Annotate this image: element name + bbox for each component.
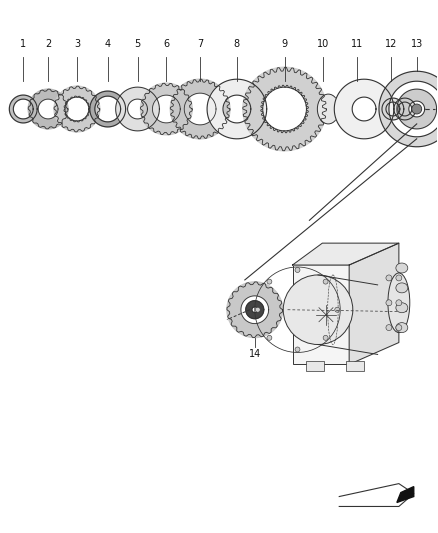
Circle shape (396, 325, 402, 330)
Circle shape (386, 325, 392, 330)
Circle shape (255, 307, 260, 312)
Ellipse shape (396, 303, 408, 313)
Circle shape (386, 275, 392, 281)
Ellipse shape (318, 94, 339, 124)
Bar (346, 361, 364, 372)
Text: 6: 6 (163, 39, 170, 50)
Polygon shape (90, 91, 126, 127)
Circle shape (267, 279, 272, 284)
Circle shape (396, 275, 402, 281)
Text: 11: 11 (351, 39, 363, 50)
Text: 7: 7 (197, 39, 203, 50)
Text: 10: 10 (317, 39, 329, 50)
Circle shape (386, 300, 392, 306)
Polygon shape (9, 95, 37, 123)
Polygon shape (28, 89, 68, 129)
Text: 3: 3 (74, 39, 80, 50)
Polygon shape (382, 98, 404, 120)
Text: 12: 12 (385, 39, 397, 50)
Ellipse shape (396, 322, 408, 333)
Circle shape (335, 307, 340, 312)
Polygon shape (243, 67, 326, 151)
Text: 5: 5 (134, 39, 141, 50)
Ellipse shape (396, 283, 408, 293)
Circle shape (295, 268, 300, 272)
Circle shape (295, 347, 300, 352)
Text: 4: 4 (105, 39, 111, 50)
Text: 2: 2 (45, 39, 51, 50)
Text: 8: 8 (234, 39, 240, 50)
Polygon shape (379, 71, 438, 147)
Circle shape (412, 104, 422, 114)
Ellipse shape (388, 273, 410, 333)
Polygon shape (227, 282, 283, 337)
Polygon shape (207, 79, 267, 139)
Polygon shape (293, 243, 399, 265)
Polygon shape (170, 79, 230, 139)
Text: 1: 1 (20, 39, 26, 50)
Circle shape (283, 275, 353, 344)
Polygon shape (349, 243, 399, 365)
Polygon shape (246, 301, 264, 319)
Polygon shape (141, 83, 192, 135)
Text: 14: 14 (249, 350, 261, 359)
Text: 13: 13 (410, 39, 423, 50)
Circle shape (323, 279, 328, 284)
Polygon shape (397, 487, 414, 503)
Text: 9: 9 (282, 39, 288, 50)
Polygon shape (394, 98, 416, 120)
Circle shape (323, 335, 328, 340)
Polygon shape (397, 89, 437, 129)
Bar (307, 361, 324, 372)
Polygon shape (334, 79, 394, 139)
Ellipse shape (396, 263, 408, 273)
Bar (293, 265, 349, 365)
Circle shape (396, 300, 402, 306)
Circle shape (267, 335, 272, 340)
Polygon shape (54, 86, 100, 132)
Polygon shape (116, 87, 159, 131)
